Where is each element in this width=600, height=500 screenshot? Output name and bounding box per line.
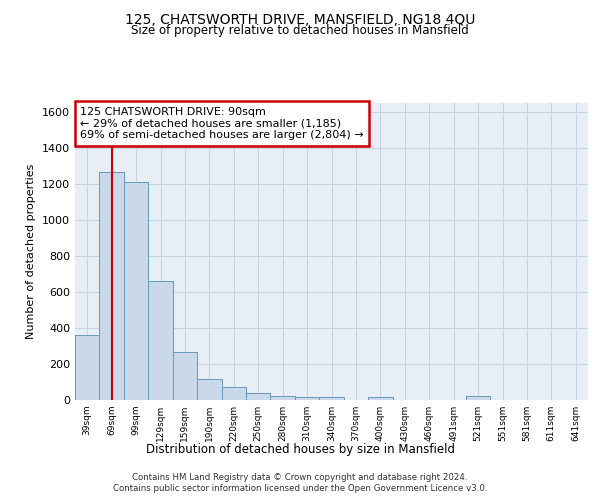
Bar [246, 393, 271, 400]
Bar [124, 182, 148, 400]
Text: Size of property relative to detached houses in Mansfield: Size of property relative to detached ho… [131, 24, 469, 37]
Bar [271, 396, 295, 400]
Text: 125 CHATSWORTH DRIVE: 90sqm
← 29% of detached houses are smaller (1,185)
69% of : 125 CHATSWORTH DRIVE: 90sqm ← 29% of det… [80, 107, 364, 140]
Bar [75, 335, 100, 400]
Bar [319, 397, 344, 400]
Bar [368, 397, 392, 400]
Bar [197, 380, 221, 400]
Text: Distribution of detached houses by size in Mansfield: Distribution of detached houses by size … [146, 442, 455, 456]
Bar [173, 352, 197, 400]
Bar [221, 388, 246, 400]
Y-axis label: Number of detached properties: Number of detached properties [26, 164, 37, 339]
Bar [466, 396, 490, 400]
Bar [295, 397, 319, 400]
Text: Contains public sector information licensed under the Open Government Licence v3: Contains public sector information licen… [113, 484, 487, 493]
Text: Contains HM Land Registry data © Crown copyright and database right 2024.: Contains HM Land Registry data © Crown c… [132, 472, 468, 482]
Text: 125, CHATSWORTH DRIVE, MANSFIELD, NG18 4QU: 125, CHATSWORTH DRIVE, MANSFIELD, NG18 4… [125, 12, 475, 26]
Bar [100, 172, 124, 400]
Bar [148, 281, 173, 400]
